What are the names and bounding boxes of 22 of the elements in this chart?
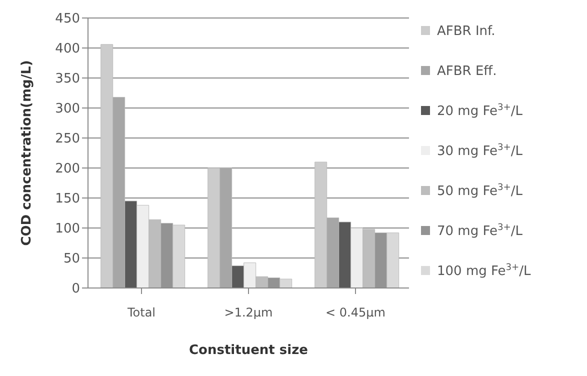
y-tick-label: 250 <box>55 132 80 147</box>
legend-label: AFBR Inf. <box>437 24 496 39</box>
legend-label: 30 mg Fe$^{3+}$/L <box>437 143 524 159</box>
legend-label: 50 mg Fe$^{3+}$/L <box>437 183 524 199</box>
y-tick-label: 350 <box>55 72 80 87</box>
x-tick-label: >1.2μm <box>224 306 273 320</box>
x-axis-title: Constituent size <box>189 343 308 358</box>
legend-label: 100 mg Fe$^{3+}$/L <box>437 263 532 279</box>
legend-label: 20 mg Fe$^{3+}$/L <box>437 103 524 119</box>
y-tick-label: 150 <box>55 192 80 207</box>
y-tick-label: 450 <box>55 12 80 27</box>
y-tick-label: 300 <box>55 102 80 117</box>
y-tick-label: 0 <box>72 282 80 297</box>
x-tick-label: Total <box>126 306 156 320</box>
x-tick-label: < 0.45μm <box>326 306 386 320</box>
y-tick-label: 50 <box>63 252 80 267</box>
y-tick-label: 100 <box>55 222 80 237</box>
legend-label: 70 mg Fe$^{3+}$/L <box>437 223 524 239</box>
y-tick-label: 400 <box>55 42 80 57</box>
y-tick-label: 200 <box>55 162 80 177</box>
legend-label: AFBR Eff. <box>437 64 497 79</box>
y-axis-title: COD concentration(mg/L) <box>20 60 35 246</box>
